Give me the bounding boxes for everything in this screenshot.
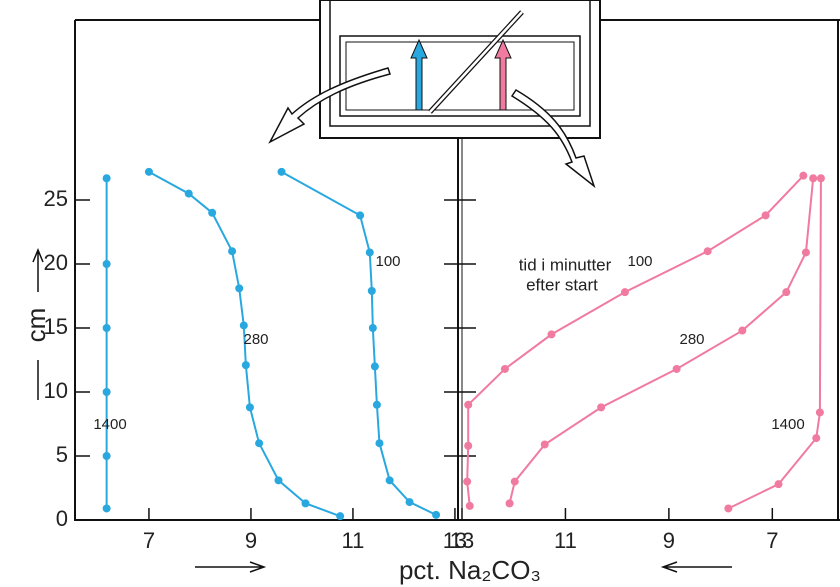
- point: [540, 440, 549, 449]
- point: [816, 174, 825, 183]
- point: [801, 248, 810, 257]
- series-label: 1400: [93, 416, 126, 433]
- y-label-arrow: [32, 248, 44, 292]
- point: [367, 286, 376, 295]
- point: [301, 499, 310, 508]
- point: [620, 288, 629, 297]
- point: [510, 477, 519, 486]
- annotation: tid i minutter: [519, 255, 612, 274]
- point: [464, 441, 473, 450]
- annotation: efter start: [526, 275, 598, 294]
- series-label: 100: [627, 253, 652, 270]
- x-tick-label: 9: [245, 528, 257, 553]
- line: [508, 178, 815, 504]
- point: [277, 167, 286, 176]
- apparatus: [268, 0, 601, 189]
- x-arrow-right: [195, 561, 267, 573]
- frame: [74, 19, 840, 521]
- x-tick-label: 7: [143, 528, 155, 553]
- y-tick-label: 0: [56, 506, 68, 531]
- point: [184, 189, 193, 198]
- point: [102, 324, 111, 332]
- point: [724, 504, 733, 513]
- point: [465, 501, 474, 510]
- x-arrow-left: [660, 561, 732, 573]
- point: [385, 476, 394, 485]
- point: [505, 499, 514, 508]
- x-axis-label: pct. Na₂CO₃: [399, 555, 541, 585]
- point: [255, 439, 264, 448]
- point: [799, 171, 808, 180]
- x-tick-label: 9: [663, 528, 675, 553]
- point: [208, 208, 217, 217]
- point: [239, 321, 248, 330]
- point: [241, 361, 250, 370]
- point: [375, 439, 384, 448]
- y-tick-label: 20: [44, 250, 68, 275]
- point: [102, 174, 111, 183]
- point: [102, 452, 111, 460]
- point: [370, 362, 379, 371]
- point: [102, 260, 111, 268]
- series-label: 280: [243, 331, 268, 348]
- point: [365, 248, 374, 257]
- x-tick-label: 11: [342, 528, 365, 553]
- point: [405, 498, 414, 507]
- point: [597, 403, 606, 412]
- point: [274, 476, 283, 485]
- point: [356, 211, 365, 220]
- series-label: 280: [679, 331, 704, 348]
- point: [815, 408, 824, 417]
- x-tick-label: 11: [554, 528, 577, 553]
- line: [148, 170, 341, 518]
- point: [368, 324, 377, 332]
- point: [738, 326, 747, 335]
- point: [703, 247, 712, 256]
- point: [464, 400, 473, 409]
- point: [463, 477, 472, 486]
- point: [372, 400, 381, 409]
- point: [672, 364, 681, 373]
- y-tick-label: 10: [44, 378, 68, 403]
- point: [228, 247, 237, 256]
- point: [102, 504, 111, 513]
- y-tick-label: 5: [56, 442, 68, 467]
- point: [336, 512, 345, 521]
- point: [812, 434, 821, 443]
- line: [727, 178, 822, 510]
- series-label: 100: [375, 253, 400, 270]
- point: [500, 364, 509, 373]
- line: [281, 170, 437, 516]
- point: [235, 284, 244, 293]
- point: [547, 330, 556, 339]
- line: [466, 174, 805, 507]
- y-axis-label: cm: [21, 308, 51, 343]
- y-tick-label: 15: [44, 314, 68, 339]
- point: [144, 167, 153, 176]
- point: [432, 510, 441, 519]
- x-tick-label: 13: [450, 528, 474, 553]
- point: [102, 388, 111, 396]
- point: [809, 174, 818, 183]
- point: [774, 480, 783, 489]
- x-tick-label: 7: [766, 528, 778, 553]
- point: [782, 288, 791, 297]
- series-label: 1400: [771, 416, 804, 433]
- y-tick-label: 25: [44, 186, 68, 211]
- point: [761, 211, 770, 220]
- point: [245, 403, 254, 412]
- x-tick-label: 13: [443, 528, 467, 553]
